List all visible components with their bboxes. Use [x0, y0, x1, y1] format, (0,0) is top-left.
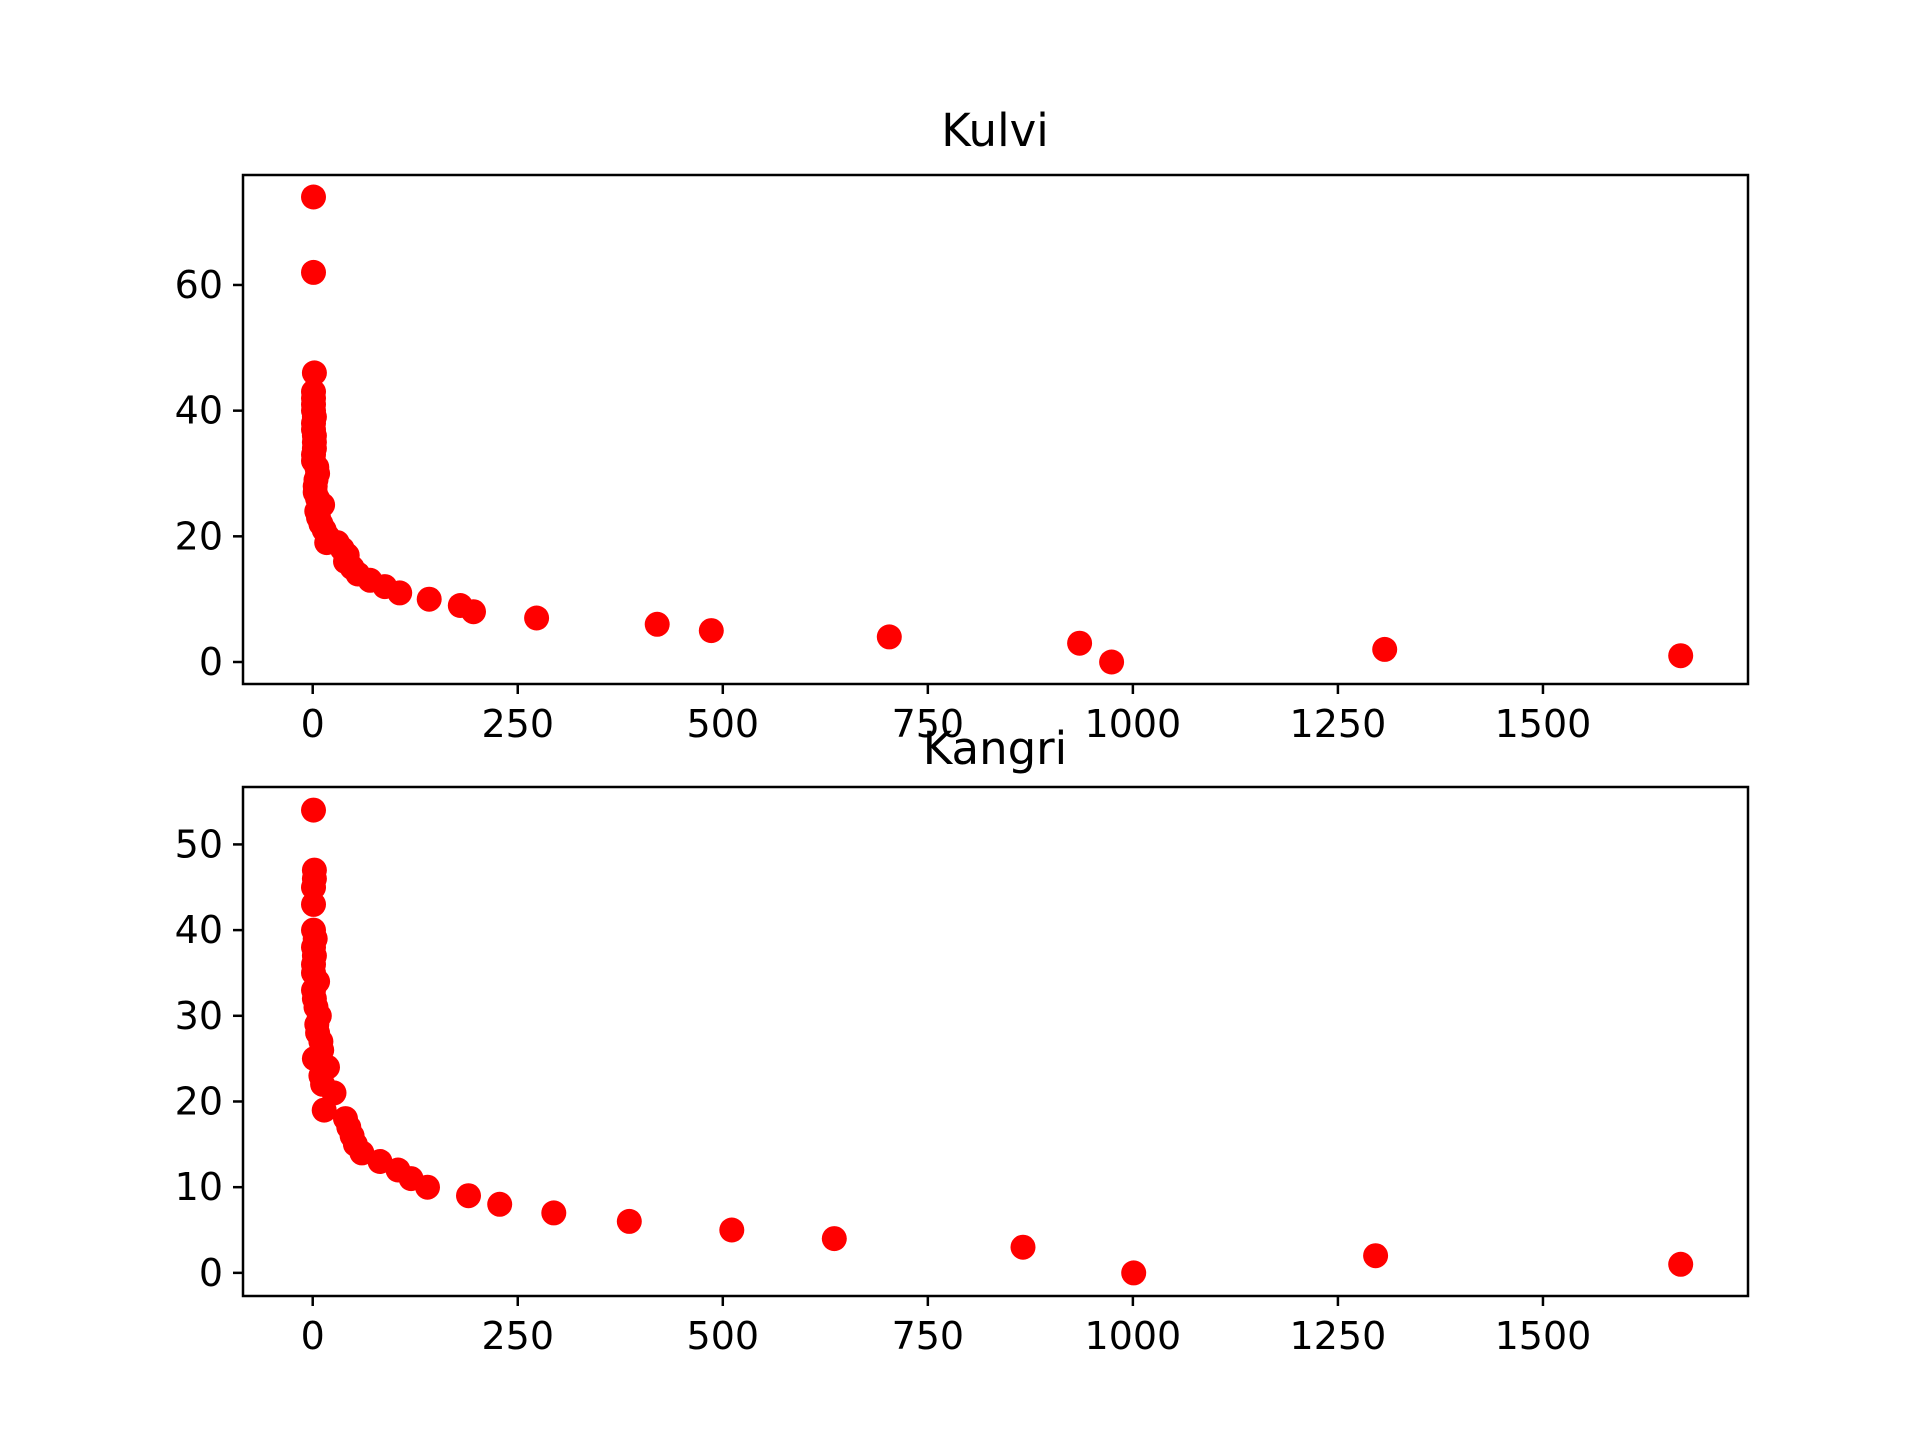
kangri-point-44 [1121, 1260, 1147, 1286]
kangri-y-tick-label: 40 [175, 908, 223, 952]
kangri-point-40 [821, 1226, 847, 1252]
kulvi-point-40 [524, 605, 550, 631]
kulvi-point-42 [698, 618, 724, 644]
kangri-points [301, 797, 1694, 1286]
kulvi-point-47 [1099, 649, 1125, 675]
kulvi-y-ticks: 0 20 40 60 [175, 263, 243, 684]
kangri-x-tick-label: 750 [892, 1314, 965, 1358]
kangri-point-37 [541, 1200, 567, 1226]
kangri-y-tick-label: 0 [199, 1251, 223, 1295]
kangri-y-tick-label: 10 [175, 1165, 223, 1209]
kulvi-title: Kulvi [941, 104, 1048, 157]
kangri-point-4 [301, 891, 326, 917]
kangri-y-ticks: 0 10 20 30 40 50 [175, 822, 243, 1295]
kulvi-y-tick-label: 20 [175, 514, 223, 558]
kulvi-x-tick-label: 500 [687, 702, 760, 746]
kulvi-y-tick-label: 0 [199, 640, 223, 684]
kangri-point-43 [1668, 1251, 1694, 1277]
kangri-y-tick-label: 30 [175, 994, 223, 1038]
kulvi-x-tick-label: 1250 [1290, 702, 1387, 746]
kulvi-point-43 [876, 624, 902, 650]
kangri-point-0 [301, 797, 326, 823]
kangri-x-tick-label: 1500 [1495, 1314, 1592, 1358]
kangri-y-tick-label: 20 [175, 1079, 223, 1123]
kangri-panel: 0 250 500 750 1000 1250 1500 0 10 20 30 40 50 Kangr… [175, 722, 1750, 1358]
kangri-x-tick-label: 250 [481, 1314, 554, 1358]
kulvi-x-tick-label: 1000 [1085, 702, 1182, 746]
kangri-x-ticks: 0 250 500 750 1000 1250 1500 [301, 1296, 1592, 1358]
kulvi-panel: Kulvi 0 250 500 750 1000 1250 1500 0 20 40 60 [175, 104, 1750, 746]
kangri-title: Kangri [923, 722, 1067, 775]
kangri-x-tick-label: 500 [687, 1314, 760, 1358]
kulvi-point-2 [301, 360, 327, 386]
kangri-point-25 [311, 1097, 337, 1123]
kulvi-x-tick-label: 750 [892, 702, 965, 746]
kangri-axes-frame [241, 785, 1750, 1298]
kulvi-point-41 [644, 611, 670, 637]
kangri-point-3 [301, 874, 326, 900]
kangri-x-tick-label: 0 [301, 1314, 325, 1358]
kangri-point-39 [719, 1217, 745, 1243]
kulvi-point-39 [461, 599, 486, 625]
kangri-point-34 [415, 1174, 440, 1200]
kangri-point-36 [487, 1191, 513, 1217]
kulvi-point-36 [387, 580, 413, 606]
kulvi-x-tick-label: 1500 [1495, 702, 1592, 746]
kulvi-point-37 [416, 586, 442, 612]
kulvi-point-46 [1668, 643, 1694, 669]
kulvi-points [301, 184, 1694, 675]
kangri-point-41 [1010, 1234, 1036, 1260]
kulvi-x-ticks: 0 250 500 750 1000 1250 1500 [301, 684, 1592, 746]
kangri-x-tick-label: 1250 [1290, 1314, 1387, 1358]
kangri-point-38 [616, 1208, 642, 1234]
kulvi-point-44 [1067, 630, 1093, 656]
kulvi-axes-frame [241, 173, 1750, 686]
kangri-point-35 [456, 1183, 481, 1209]
kulvi-point-0 [301, 184, 326, 210]
kulvi-point-45 [1372, 636, 1398, 662]
kulvi-y-tick-label: 60 [175, 263, 223, 307]
kulvi-y-tick-label: 40 [175, 389, 223, 433]
kulvi-x-tick-label: 250 [481, 702, 554, 746]
kulvi-x-tick-label: 0 [301, 702, 325, 746]
kangri-point-42 [1363, 1243, 1389, 1269]
kangri-x-tick-label: 1000 [1085, 1314, 1182, 1358]
kulvi-point-1 [301, 259, 326, 285]
kangri-y-tick-label: 50 [175, 822, 223, 866]
